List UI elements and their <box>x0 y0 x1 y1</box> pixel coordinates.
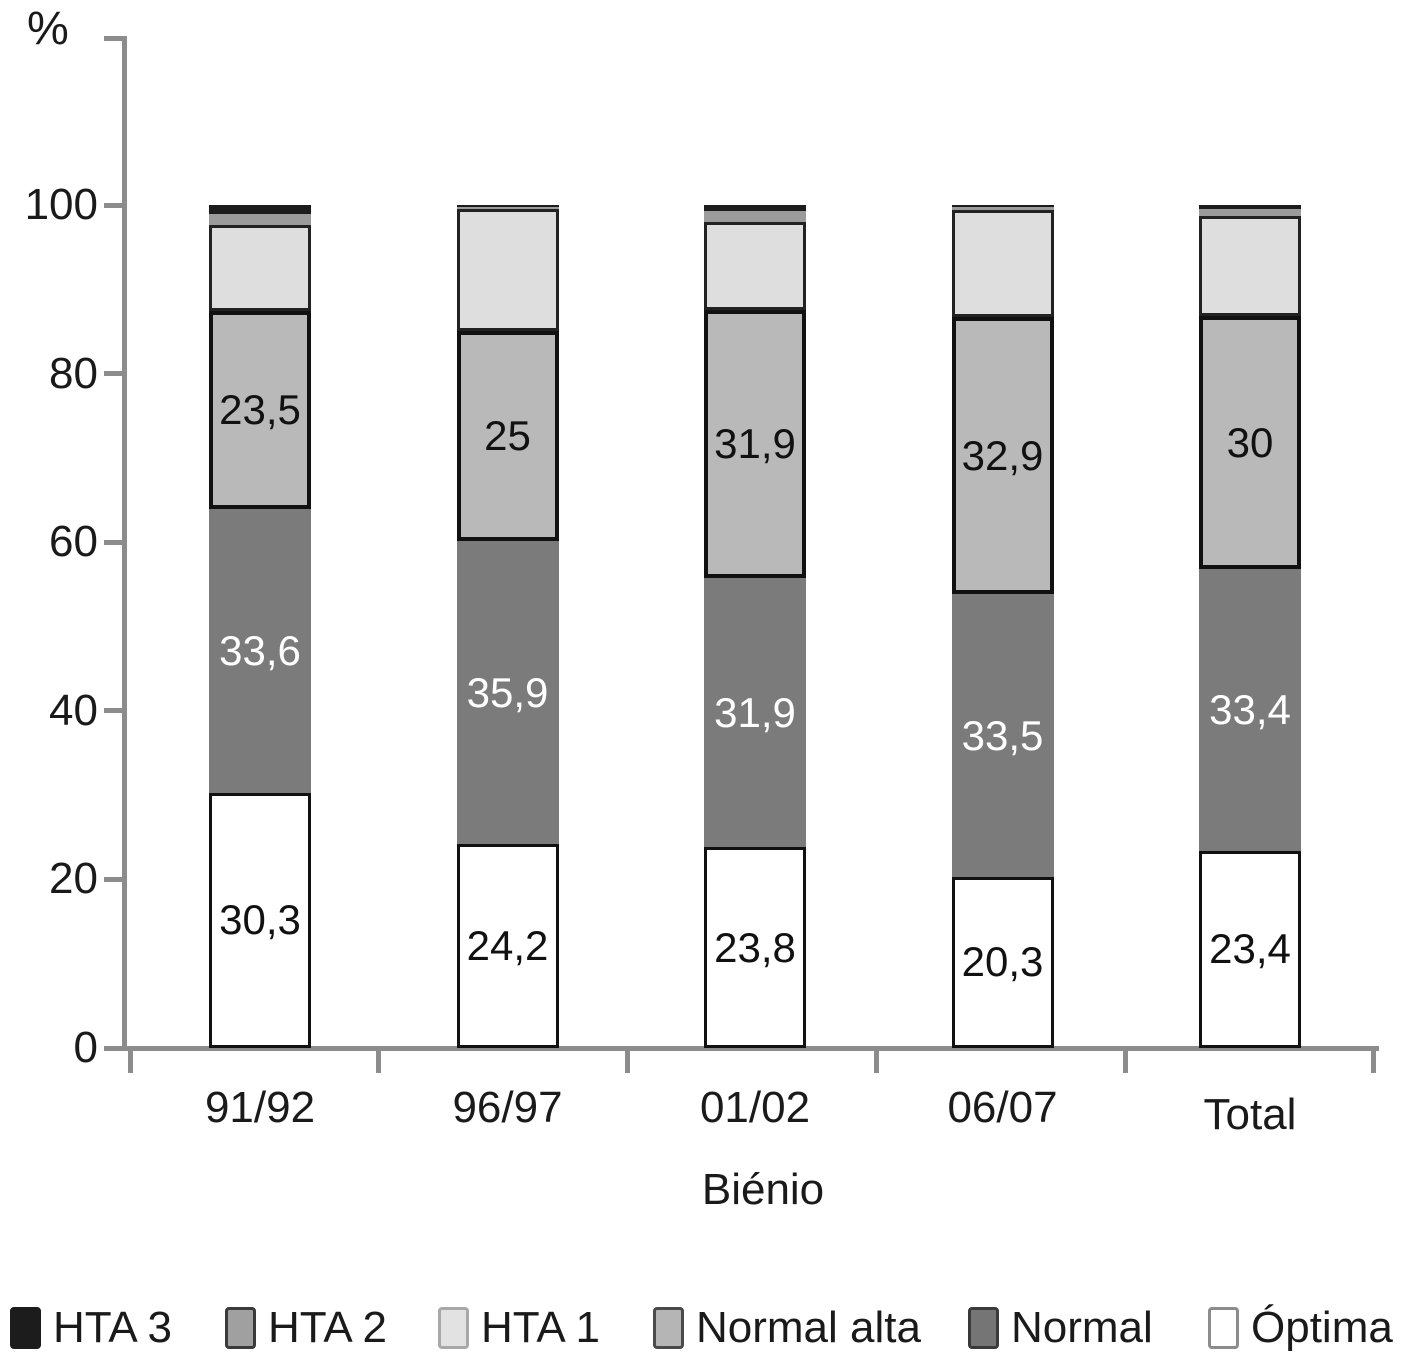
bar-segment: 31,9 <box>704 309 806 579</box>
bar-segment-value-label: 35,9 <box>466 668 549 716</box>
x-category-label: 91/92 <box>204 1083 316 1132</box>
y-tick <box>104 539 124 545</box>
legend-label: HTA 2 <box>268 1303 388 1352</box>
y-tick-label: 100 <box>24 180 98 229</box>
y-tick-label: 40 <box>49 685 98 735</box>
bar-segment <box>456 206 559 210</box>
y-tick-label: 60 <box>49 517 98 567</box>
bar-segment-value-label: 24,2 <box>466 922 549 969</box>
legend-label: HTA 3 <box>53 1303 173 1352</box>
bar-segment-value-label: 31,9 <box>714 420 796 468</box>
bar-segment: 23,8 <box>704 847 806 1048</box>
bar-segment <box>209 205 311 215</box>
legend-label: Normal alta <box>696 1303 921 1352</box>
legend-swatch <box>653 1307 684 1349</box>
legend-item-hta-3: HTA 3 <box>10 1306 172 1350</box>
bar-segment <box>209 225 311 312</box>
bar-segment: 30,3 <box>209 792 311 1048</box>
x-category-label: 06/07 <box>947 1083 1058 1132</box>
bar-segment-value-label: 30,3 <box>219 896 301 944</box>
legend-label: HTA 1 <box>481 1303 601 1352</box>
y-axis-end-tick <box>104 36 124 41</box>
x-tick <box>625 1046 630 1073</box>
legend-swatch <box>10 1307 41 1349</box>
bar-segment <box>209 214 311 226</box>
bar-segment <box>704 205 806 211</box>
x-tick <box>127 1046 133 1073</box>
bar-segment: 35,9 <box>456 541 559 844</box>
y-axis-line <box>122 36 127 1050</box>
bar-segment <box>1199 209 1301 216</box>
bar-segment <box>456 205 559 207</box>
bar-segment: 30 <box>1199 316 1301 570</box>
bar-segment <box>951 205 1054 207</box>
bar-segment-value-label: 25 <box>484 412 531 459</box>
legend-item-hta-2: HTA 2 <box>225 1306 387 1350</box>
legend-label: Óptima <box>1251 1303 1393 1352</box>
y-axis-unit-label: % <box>27 1 69 54</box>
legend-item-normal-alta: Normal alta <box>653 1306 921 1350</box>
y-tick <box>104 202 124 208</box>
legend-label: Normal <box>1011 1303 1153 1352</box>
bar-segment-value-label: 23,8 <box>714 923 796 971</box>
x-category-label: 96/97 <box>452 1083 563 1132</box>
bar-segment-value-label: 23,4 <box>1209 925 1291 973</box>
bar-06-07: 20,3 33,5 32,9 <box>951 205 1054 1048</box>
bar-segment <box>456 209 559 331</box>
y-tick <box>104 876 124 882</box>
bar-91-92: 30,3 33,6 23,5 <box>209 205 311 1048</box>
legend: HTA 3 HTA 2 HTA 1 Normal alta Normal Óptima <box>0 1306 1417 1363</box>
bar-segment <box>1199 216 1301 317</box>
bar-96-97: 24,2 35,9 25 <box>456 205 559 1048</box>
bar-segment-value-label: 31,9 <box>714 688 796 736</box>
x-tick <box>376 1046 382 1073</box>
bar-segment: 32,9 <box>951 317 1054 595</box>
bar-segment-value-label: 20,3 <box>961 938 1044 986</box>
bar-segment: 23,5 <box>209 311 311 510</box>
y-tick-label: 20 <box>49 854 98 904</box>
legend-swatch <box>1208 1307 1239 1349</box>
bar-segment-value-label: 33,5 <box>961 711 1044 759</box>
bar-segment <box>1199 205 1301 210</box>
legend-swatch <box>438 1307 469 1349</box>
y-tick <box>104 708 124 714</box>
bar-segment-value-label: 23,5 <box>219 386 301 434</box>
bar-segment: 31,9 <box>704 578 806 848</box>
legend-item-hta-1: HTA 1 <box>438 1306 600 1350</box>
x-category-label: Total <box>1203 1090 1297 1139</box>
bar-segment: 25 <box>456 330 559 542</box>
bar-segment: 33,4 <box>1199 569 1301 851</box>
legend-item--ptima: Óptima <box>1208 1306 1393 1350</box>
x-tick <box>1371 1046 1377 1073</box>
bar-segment: 23,4 <box>1199 850 1301 1048</box>
x-tick <box>873 1046 879 1073</box>
y-tick <box>104 371 124 377</box>
bar-segment: 33,5 <box>951 594 1054 877</box>
bar-segment-value-label: 30 <box>1226 418 1274 466</box>
bar-segment <box>704 210 806 222</box>
y-tick-label: 80 <box>49 348 98 398</box>
legend-swatch <box>225 1307 256 1349</box>
bar-segment: 20,3 <box>951 876 1054 1048</box>
legend-item-normal: Normal <box>968 1306 1153 1350</box>
bar-segment <box>704 221 806 310</box>
legend-swatch <box>968 1307 999 1349</box>
x-axis-line <box>122 1046 1379 1051</box>
bar-segment-value-label: 33,4 <box>1209 685 1291 733</box>
bar-segment: 33,6 <box>209 509 311 793</box>
y-tick <box>104 1045 124 1051</box>
bar-segment <box>951 206 1054 211</box>
x-axis-title: Biénio <box>701 1165 825 1214</box>
bar-Total: 23,4 33,4 30 <box>1199 205 1301 1048</box>
x-tick <box>1122 1046 1128 1073</box>
y-tick-label: 0 <box>73 1023 98 1072</box>
bar-segment-value-label: 32,9 <box>961 431 1044 479</box>
bar-segment: 24,2 <box>456 844 559 1048</box>
x-category-label: 01/02 <box>699 1083 811 1132</box>
bar-segment <box>951 210 1054 318</box>
bar-segment-value-label: 33,6 <box>219 626 301 674</box>
bar-01-02: 23,8 31,9 31,9 <box>704 205 806 1048</box>
